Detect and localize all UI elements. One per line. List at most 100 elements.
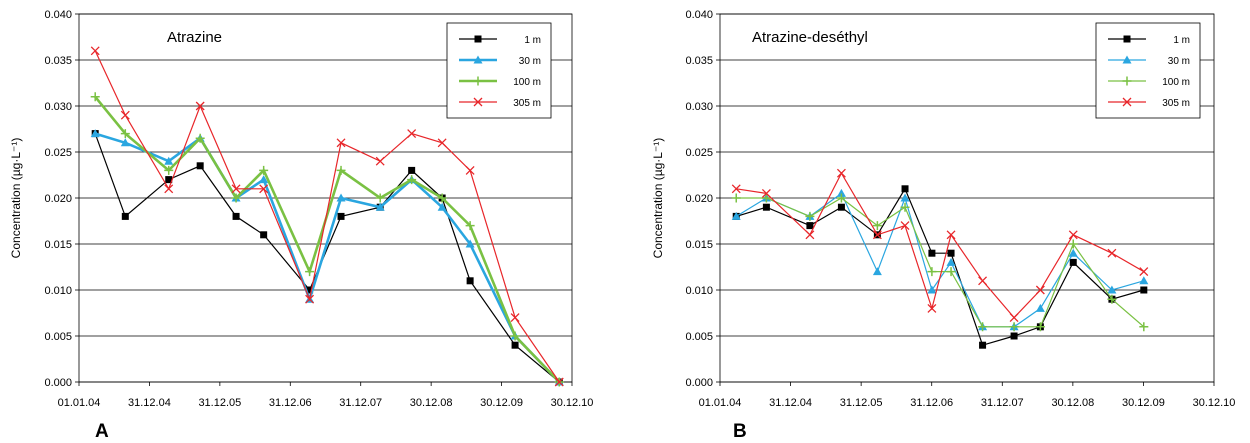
y-tick-label: 0.010 [685,285,713,297]
y-tick-label: 0.000 [44,377,72,389]
data-point [195,133,205,143]
data-point [928,249,936,257]
data-point [306,286,314,294]
legend-marker [473,97,483,107]
legend-entry: 100 m [513,77,541,88]
data-point [375,202,385,211]
data-point [836,188,846,197]
data-point [1035,322,1045,332]
x-tick-label: 30.12.09 [1122,397,1165,409]
x-tick-label: 31.12.06 [910,397,953,409]
data-point [120,129,130,139]
data-point [259,175,269,184]
data-point [872,221,882,231]
data-point [1068,239,1078,249]
data-point [1140,286,1148,294]
y-tick-label: 0.010 [44,285,72,297]
data-point [947,249,955,257]
data-point [336,165,346,175]
data-point [1139,267,1149,277]
data-point [927,303,937,313]
series-line [735,192,1144,328]
data-point [762,203,770,211]
data-point [259,165,269,175]
data-point [465,165,475,175]
legend-marker [473,76,483,86]
y-tick-label: 0.005 [685,331,713,343]
data-point [232,212,240,220]
data-point [336,138,346,148]
data-point [1009,313,1019,323]
data-point [437,202,447,211]
legend-entry: 305 m [1162,98,1190,109]
x-tick-label: 31.12.07 [339,397,382,409]
panel-label-b: B [733,421,747,442]
chart-atrazine: 0.000 0.005 0.010 0.015 0.020 0.025 0.030 0.035… [9,9,593,409]
legend-entry: 1 m [1173,35,1190,46]
chart-title: Atrazine-deséthyl [752,29,868,46]
series-line [94,133,560,383]
data-point [437,193,447,203]
series-line [736,171,1145,319]
data-point [120,138,130,147]
legend: 1 m 30 m 100 m 305 m [1095,22,1201,119]
data-point [164,184,174,194]
x-tick-label: 31.12.04 [128,397,171,409]
data-point [900,202,910,212]
data-point [731,211,741,220]
chart-atrazine-desethyl: 0.000 0.005 0.010 0.015 0.020 0.025 0.030 0.035… [651,9,1235,409]
data-point [1068,248,1078,257]
y-tick-label: 0.035 [44,55,72,67]
series-line [94,50,560,383]
data-point [511,341,519,349]
data-point [165,176,173,184]
data-point [259,184,269,194]
y-tick-label: 0.040 [44,9,72,21]
series-line [94,132,561,383]
data-point [900,193,910,202]
data-point [901,185,909,193]
data-point [1107,294,1117,304]
x-tick-label: 31.12.07 [981,397,1024,409]
data-point [408,166,416,174]
data-point [978,276,988,286]
x-tick-label: 31.12.06 [269,397,312,409]
x-tick-label: 30.12.10 [551,397,594,409]
data-point [1035,285,1045,295]
data-point [337,212,345,220]
data-point [407,129,417,139]
data-point [927,267,937,277]
legend-entry: 305 m [513,98,541,109]
data-point [900,221,910,231]
data-point [979,341,987,349]
data-point [90,129,100,138]
legend-marker [1122,55,1132,64]
data-point [1107,285,1117,294]
x-tick-label: 01.01.04 [699,397,742,409]
data-point [120,110,130,120]
legend-marker [474,35,482,43]
data-point [1069,258,1077,266]
data-point [407,175,417,185]
y-axis-label: Concentration (µg·L⁻¹) [651,138,665,259]
data-point [164,165,174,175]
x-tick-label: 30.12.08 [1051,397,1094,409]
data-point [554,377,564,387]
data-point [465,239,475,248]
y-tick-label: 0.040 [685,9,713,21]
data-point [731,193,741,203]
data-point [375,193,385,203]
legend-marker [1122,97,1132,107]
data-point [806,222,814,230]
data-point [231,184,241,194]
data-point [946,257,956,266]
data-point [90,46,100,56]
data-point [466,277,474,285]
legend-marker [1123,35,1131,43]
y-tick-label: 0.015 [685,239,713,251]
legend-entry: 30 m [1168,56,1190,67]
y-tick-label: 0.025 [44,147,72,159]
data-point [510,331,520,341]
data-point [1139,322,1149,332]
